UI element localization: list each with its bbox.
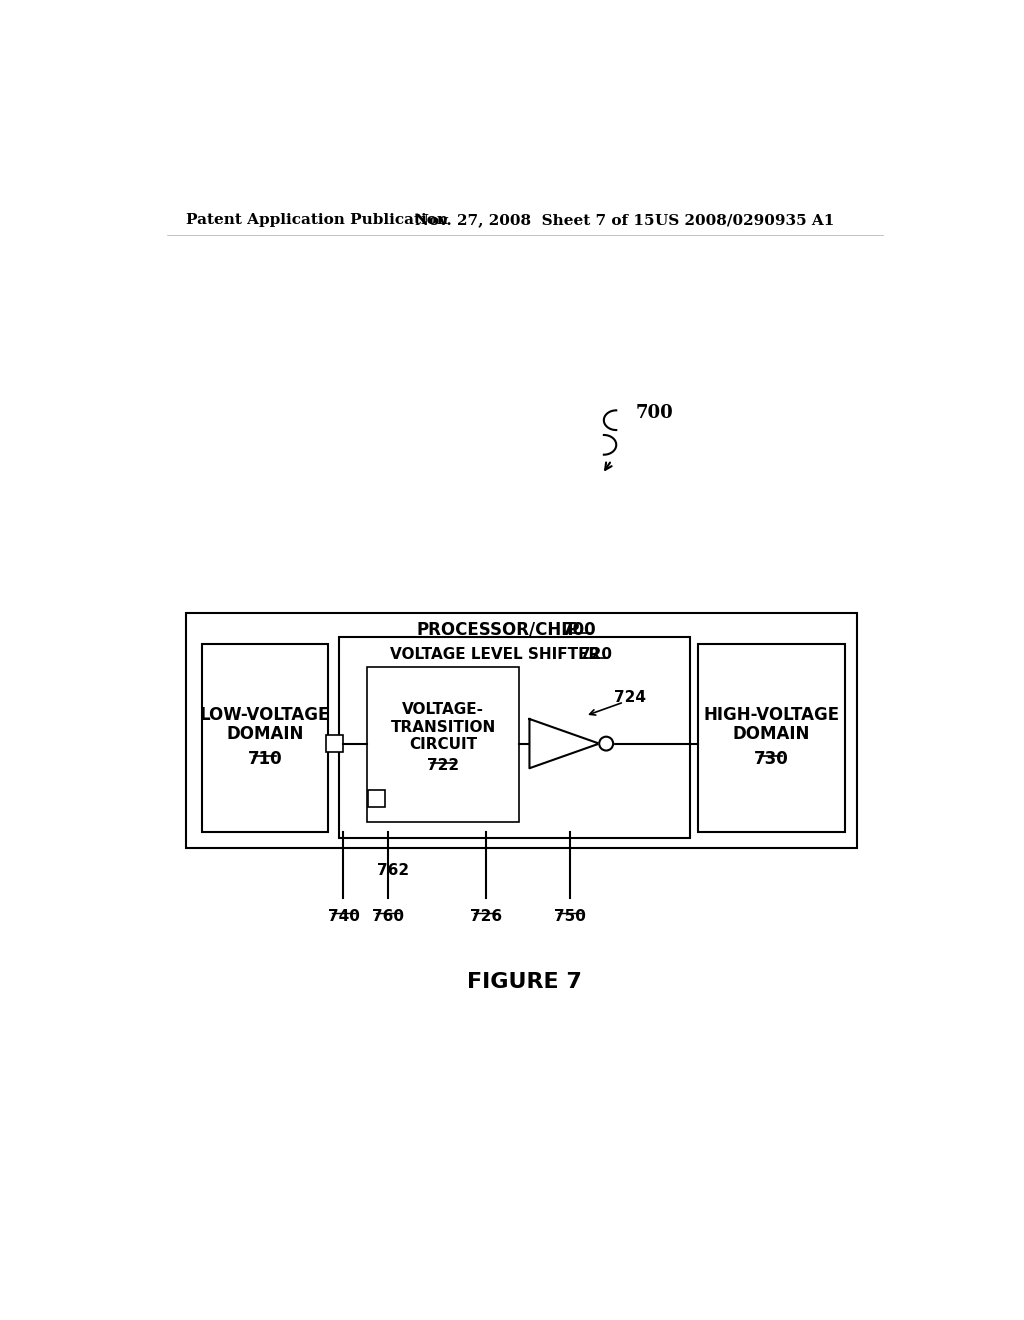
Text: Nov. 27, 2008  Sheet 7 of 15: Nov. 27, 2008 Sheet 7 of 15 <box>415 213 654 227</box>
Circle shape <box>599 737 613 751</box>
Bar <box>697 644 845 832</box>
Text: US 2008/0290935 A1: US 2008/0290935 A1 <box>655 213 835 227</box>
Text: TRANSITION: TRANSITION <box>390 719 496 735</box>
Text: 726: 726 <box>470 909 502 924</box>
Text: 750: 750 <box>554 909 586 924</box>
Bar <box>339 638 690 838</box>
Text: LOW-VOLTAGE: LOW-VOLTAGE <box>200 706 330 723</box>
Text: 762: 762 <box>377 863 410 878</box>
Text: 760: 760 <box>372 909 403 924</box>
Text: PROCESSOR/CHIP: PROCESSOR/CHIP <box>417 620 580 639</box>
Text: 720: 720 <box>580 647 611 661</box>
Text: FIGURE 7: FIGURE 7 <box>467 973 583 993</box>
Text: 740: 740 <box>328 909 359 924</box>
Text: Patent Application Publication: Patent Application Publication <box>186 213 449 227</box>
Bar <box>369 789 385 807</box>
Text: VOLTAGE LEVEL SHIFTER: VOLTAGE LEVEL SHIFTER <box>390 647 600 661</box>
Text: 724: 724 <box>614 690 646 705</box>
Text: DOMAIN: DOMAIN <box>226 725 303 743</box>
Text: 730: 730 <box>754 750 788 768</box>
Text: VOLTAGE-: VOLTAGE- <box>402 702 484 717</box>
Text: 722: 722 <box>427 759 459 774</box>
Text: 710: 710 <box>248 750 282 768</box>
Bar <box>326 735 343 752</box>
Text: 700: 700 <box>636 404 674 421</box>
Text: DOMAIN: DOMAIN <box>732 725 810 743</box>
Bar <box>202 644 328 832</box>
Bar <box>367 667 519 822</box>
Bar <box>186 612 856 847</box>
Text: HIGH-VOLTAGE: HIGH-VOLTAGE <box>703 706 840 723</box>
Text: CIRCUIT: CIRCUIT <box>409 737 477 752</box>
Polygon shape <box>529 719 599 768</box>
Text: 700: 700 <box>562 620 597 639</box>
